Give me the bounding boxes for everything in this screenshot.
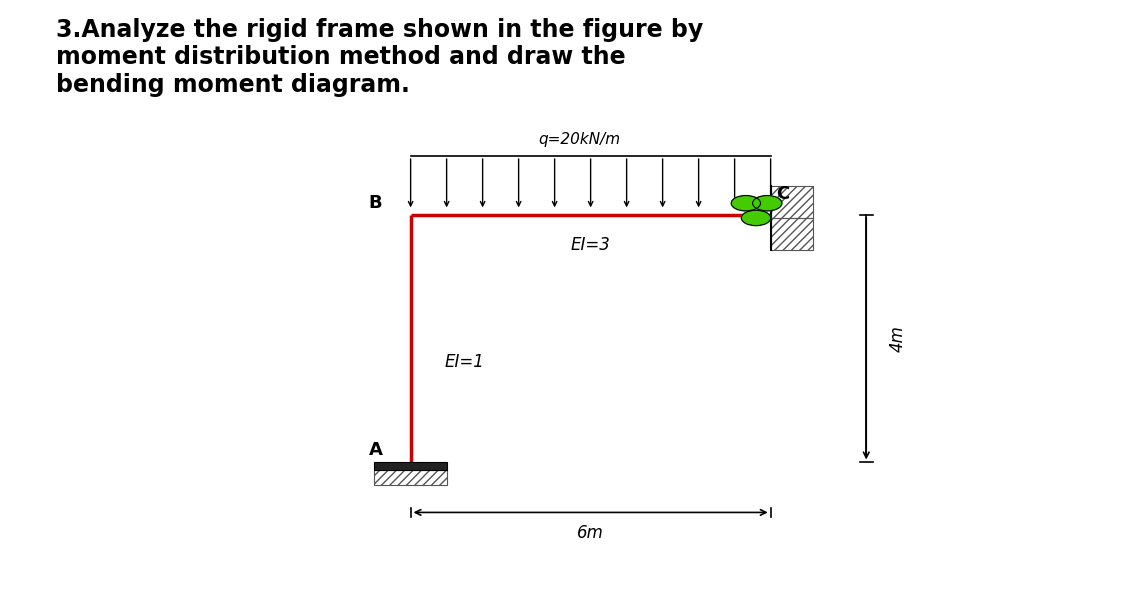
Text: EI=3: EI=3	[570, 236, 611, 254]
Text: 4m: 4m	[889, 325, 907, 352]
Text: 3.Analyze the rigid frame shown in the figure by
moment distribution method and : 3.Analyze the rigid frame shown in the f…	[56, 18, 703, 97]
Circle shape	[731, 196, 760, 211]
Bar	[771, 218, 813, 250]
Bar	[771, 186, 813, 218]
Text: B: B	[369, 194, 382, 212]
Text: EI=1: EI=1	[444, 353, 484, 371]
Circle shape	[753, 196, 782, 211]
Circle shape	[741, 210, 771, 226]
Bar	[374, 462, 448, 470]
Text: A: A	[369, 441, 382, 459]
Bar	[374, 470, 448, 485]
Text: 6m: 6m	[577, 524, 604, 542]
Text: C: C	[776, 185, 790, 203]
Text: q=20kN/m: q=20kN/m	[539, 133, 621, 147]
